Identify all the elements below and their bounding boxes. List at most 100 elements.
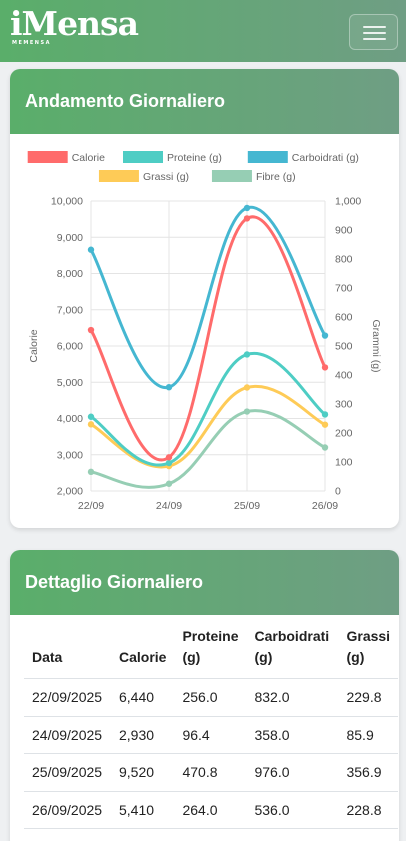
y-left-axis-title: Calorie xyxy=(28,329,40,362)
cell-proteins: 256.0 xyxy=(174,678,247,717)
hamburger-icon-line xyxy=(363,32,386,34)
data-point xyxy=(165,383,173,391)
data-point xyxy=(87,246,95,253)
y-right-tick-label: 100 xyxy=(335,457,353,469)
legend-swatch xyxy=(27,151,68,163)
cell-fats: 85.9 xyxy=(338,716,399,754)
cell-carbs: 976.0 xyxy=(246,753,339,792)
x-tick-label: 24/09 xyxy=(156,500,182,512)
col-header-date-label: Data xyxy=(32,649,63,665)
data-point xyxy=(321,421,329,428)
y-left-tick-label: 6,000 xyxy=(57,341,83,353)
hamburger-icon xyxy=(363,26,386,28)
data-point xyxy=(321,444,329,451)
col-header-date: Data xyxy=(24,626,111,679)
col-header-fats-label: Grassi xyxy=(346,628,391,644)
cell-carbs: 358.0 xyxy=(246,716,339,754)
legend-label: Calorie xyxy=(72,152,105,164)
data-point xyxy=(243,384,251,391)
series-line xyxy=(90,409,326,489)
legend-swatch xyxy=(98,170,139,182)
data-point xyxy=(321,332,329,339)
y-right-tick-label: 600 xyxy=(335,312,353,324)
table-card: Dettaglio Giornaliero Data Calorie Prote… xyxy=(10,550,399,841)
logo-subtitle: MEMENSA xyxy=(12,40,51,46)
y-left-tick-label: 5,000 xyxy=(57,377,83,389)
chart-card: Andamento Giornaliero 2,000 3,000 4,000 5,0… xyxy=(10,69,399,528)
cell-carbs: 832.0 xyxy=(246,678,339,717)
legend-swatch xyxy=(211,170,252,182)
legend-label: Proteine (g) xyxy=(167,152,222,164)
y-right-tick-label: 800 xyxy=(335,254,353,266)
data-point xyxy=(243,351,251,358)
series-line xyxy=(90,384,326,469)
daily-detail-table: Data Calorie Proteine (g) Carboidrati (g) … xyxy=(24,626,399,829)
y-right-tick-label: 300 xyxy=(335,399,353,411)
cell-proteins: 470.8 xyxy=(174,753,247,792)
data-point xyxy=(321,411,329,418)
table-row: 26/09/2025 5,410 264.0 536.0 228.8 xyxy=(24,791,399,829)
y-left-tick-label: 10,000 xyxy=(51,196,83,208)
data-point xyxy=(87,421,95,428)
cell-date: 24/09/2025 xyxy=(24,716,111,754)
col-header-fats-unit: (g) xyxy=(346,649,365,665)
col-header-carbs-label: Carboidrati xyxy=(254,628,330,644)
table-header-row: Data Calorie Proteine (g) Carboidrati (g) … xyxy=(24,626,399,679)
cell-calories: 9,520 xyxy=(111,753,175,792)
data-point xyxy=(243,408,251,415)
legend-swatch xyxy=(247,151,288,163)
cell-fats: 356.9 xyxy=(338,753,399,792)
col-header-proteins-label: Proteine xyxy=(182,628,239,644)
table-card-title: Dettaglio Giornaliero xyxy=(10,550,399,615)
legend-label: Carboidrati (g) xyxy=(292,152,359,164)
cell-fats: 228.8 xyxy=(338,791,399,829)
hamburger-menu-button[interactable] xyxy=(349,14,398,50)
y-right-tick-label: 1,000 xyxy=(335,196,361,208)
data-point xyxy=(165,459,173,467)
data-point xyxy=(243,215,251,222)
col-header-carbs: Carboidrati (g) xyxy=(246,626,339,679)
y-right-tick-label: 0 xyxy=(335,486,341,498)
line-chart: 2,000 3,000 4,000 5,000 6,000 7,000 8,000 9,000… xyxy=(27,151,382,512)
logo-text: iMensa xyxy=(10,4,139,43)
navbar: iMensa MEMENSA xyxy=(0,0,406,62)
x-tick-label: 22/09 xyxy=(78,500,104,512)
data-point xyxy=(321,364,329,371)
col-header-carbs-unit: (g) xyxy=(254,649,273,665)
cell-date: 22/09/2025 xyxy=(24,678,111,717)
table-row: 22/09/2025 6,440 256.0 832.0 229.8 xyxy=(24,678,399,717)
cell-carbs: 536.0 xyxy=(246,791,339,829)
data-point xyxy=(87,413,95,420)
table-row: 24/09/2025 2,930 96.4 358.0 85.9 xyxy=(24,716,399,754)
y-right-tick-label: 200 xyxy=(335,428,353,440)
col-header-proteins-unit: (g) xyxy=(182,649,201,665)
y-right-tick-label: 700 xyxy=(335,283,353,295)
table-row: 25/09/2025 9,520 470.8 976.0 356.9 xyxy=(24,753,399,792)
cell-calories: 6,440 xyxy=(111,678,175,717)
data-point xyxy=(165,454,173,461)
cell-proteins: 96.4 xyxy=(174,716,247,754)
logo[interactable]: iMensa MEMENSA xyxy=(10,4,139,47)
y-left-tick-label: 3,000 xyxy=(57,449,83,461)
y-left-tick-label: 4,000 xyxy=(57,413,83,425)
data-point xyxy=(87,326,95,334)
x-tick-label: 26/09 xyxy=(312,500,338,512)
series-line xyxy=(89,206,327,389)
data-point xyxy=(87,468,95,476)
cell-calories: 2,930 xyxy=(111,716,175,754)
y-left-tick-label: 7,000 xyxy=(57,304,83,316)
legend-label: Fibre (g) xyxy=(256,171,296,183)
hamburger-icon-line xyxy=(363,38,386,40)
cell-fats: 229.8 xyxy=(338,678,399,717)
series-line xyxy=(90,351,326,467)
cell-date: 26/09/2025 xyxy=(24,791,111,829)
legend-label: Grassi (g) xyxy=(143,171,189,183)
data-point xyxy=(243,204,251,212)
legend-swatch xyxy=(123,151,163,163)
data-point xyxy=(165,480,173,487)
col-header-calories-label: Calorie xyxy=(119,649,167,665)
col-header-calories: Calorie xyxy=(111,626,175,679)
y-left-tick-label: 8,000 xyxy=(57,268,83,280)
y-left-tick-label: 9,000 xyxy=(57,232,83,244)
x-tick-label: 25/09 xyxy=(234,500,260,512)
